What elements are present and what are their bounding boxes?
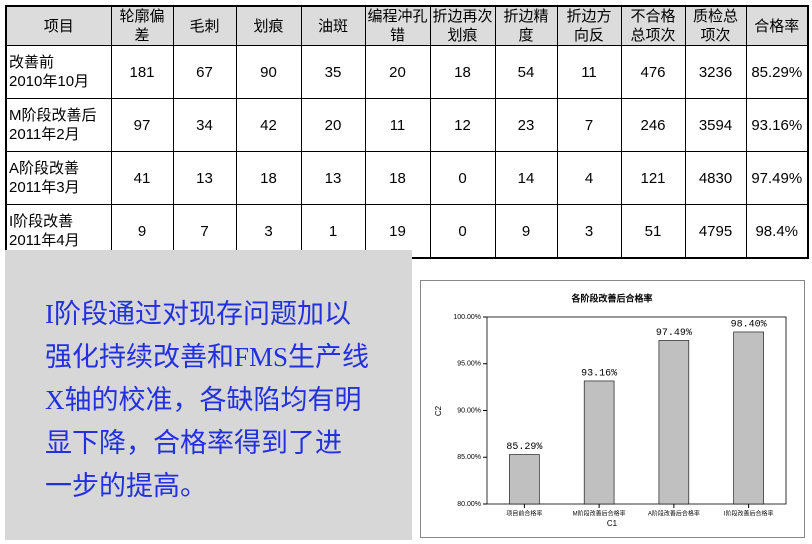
table-cell: 20 <box>364 45 431 99</box>
chart: 各阶段改善后合格率 C1 C2 80.00% 85.00% 90.00% 95.00%… <box>420 280 805 538</box>
table-cell: 7 <box>556 98 622 152</box>
value-label: 93.16% <box>581 369 617 380</box>
table-cell: 11 <box>364 98 431 152</box>
header-cell: 编程冲孔错 <box>364 5 431 46</box>
table-cell: 3236 <box>684 45 747 99</box>
table-cell: 12 <box>429 98 496 152</box>
table-cell: 13 <box>172 151 237 205</box>
value-label: 98.40% <box>731 320 767 331</box>
row-label: A阶段改善 2011年3月 <box>5 151 112 205</box>
table-cell: 9 <box>110 204 174 259</box>
x-tick-label: A阶段改善后合格率 <box>648 510 700 518</box>
table-cell: 85.29% <box>745 45 809 99</box>
table-cell: 246 <box>620 98 686 152</box>
table-cell: 14 <box>494 151 558 205</box>
y-tick-label: 80.00% <box>457 501 481 508</box>
table-cell: 9 <box>494 204 558 259</box>
y-tick-label: 95.00% <box>457 361 481 368</box>
bar <box>509 454 540 505</box>
table-cell: 35 <box>300 45 366 99</box>
summary-line: 强化持续改善和FMS生产线 <box>45 342 370 372</box>
table-cell: 1 <box>300 204 366 259</box>
table-cell: 4795 <box>684 204 747 259</box>
table-cell: 42 <box>235 98 302 152</box>
table-cell: 98.4% <box>745 204 809 259</box>
table-cell: 20 <box>300 98 366 152</box>
summary-line: 显下降，合格率得到了进 <box>45 428 342 458</box>
table-row: M阶段改善后 2011年2月 97 34 42 20 11 12 23 7 246 3594 93.1… <box>5 98 809 152</box>
table-cell: 181 <box>110 45 174 99</box>
table-cell: 41 <box>110 151 174 205</box>
header-cell: 不合格总项次 <box>620 5 686 46</box>
table-cell: 19 <box>364 204 431 259</box>
header-cell: 折边精度 <box>494 5 558 46</box>
row-label: 改善前 2010年10月 <box>5 45 112 99</box>
y-tick-label: 90.00% <box>457 407 481 414</box>
table-cell: 3 <box>556 204 622 259</box>
bar <box>583 380 615 505</box>
summary-line: I阶段通过对现存问题加以 <box>45 299 351 329</box>
chart-title: 各阶段改善后合格率 <box>570 292 652 303</box>
header-row: 项目 轮廓偏差 毛刺 划痕 油斑 编程冲孔错 折边再次划痕 折边精度 折边方向反 不合格总项次 质检… <box>5 5 809 46</box>
table-cell: 18 <box>429 45 496 99</box>
table-cell: 90 <box>235 45 302 99</box>
table-cell: 4 <box>556 151 622 205</box>
header-cell: 项目 <box>5 5 112 46</box>
table-body: 改善前 2010年10月 181 67 90 35 20 18 54 11 476 3236 85.2… <box>5 45 809 259</box>
bar <box>733 331 764 505</box>
header-cell: 折边再次划痕 <box>429 5 496 46</box>
x-tick-label: M阶段改善后合格率 <box>573 510 626 518</box>
table-cell: 97 <box>110 98 174 152</box>
row-label: M阶段改善后 2011年2月 <box>5 98 112 152</box>
table-cell: 0 <box>429 204 496 259</box>
table-cell: 476 <box>620 45 686 99</box>
table-cell: 54 <box>494 45 558 99</box>
table-cell: 67 <box>172 45 237 99</box>
table-cell: 93.16% <box>745 98 809 152</box>
table-cell: 13 <box>300 151 366 205</box>
table-row: A阶段改善 2011年3月 41 13 18 13 18 0 14 4 121 4830 97.49% <box>5 151 809 205</box>
table-cell: 18 <box>364 151 431 205</box>
header-cell: 合格率 <box>745 5 809 46</box>
table-cell: 23 <box>494 98 558 152</box>
table-cell: 121 <box>620 151 686 205</box>
table-cell: 18 <box>235 151 302 205</box>
x-axis-label: C1 <box>607 519 618 528</box>
y-axis-label: C2 <box>434 405 443 416</box>
header-cell: 划痕 <box>235 5 302 46</box>
table-cell: 4830 <box>684 151 747 205</box>
table-row: 改善前 2010年10月 181 67 90 35 20 18 54 11 476 3236 85.2… <box>5 45 809 99</box>
y-tick-label: 100.00% <box>453 314 481 321</box>
header-cell: 毛刺 <box>172 5 237 46</box>
value-label: 85.29% <box>506 442 542 453</box>
x-tick-label: I阶段改善后合格率 <box>724 510 774 518</box>
table-cell: 3594 <box>684 98 747 152</box>
summary-panel: I阶段通过对现存问题加以 强化持续改善和FMS生产线 X轴的校准，各缺陷均有明 显下降… <box>5 250 412 540</box>
x-tick-label: 项目前合格率 <box>506 510 542 518</box>
table-cell: 0 <box>429 151 496 205</box>
header-cell: 油斑 <box>300 5 366 46</box>
header-cell: 折边方向反 <box>556 5 622 46</box>
table-cell: 34 <box>172 98 237 152</box>
y-tick-label: 85.00% <box>457 454 481 461</box>
summary-line: X轴的校准，各缺陷均有明 <box>45 385 362 415</box>
header-cell: 轮廓偏差 <box>110 5 174 46</box>
value-label: 97.49% <box>656 328 692 339</box>
header-cell: 质检总项次 <box>684 5 747 46</box>
table-cell: 97.49% <box>745 151 809 205</box>
table-cell: 51 <box>620 204 686 259</box>
table-row: I阶段改善 2011年4月 9 7 3 1 19 0 9 3 51 4795 98.4% <box>5 204 809 259</box>
table-cell: 11 <box>556 45 622 99</box>
row-label: I阶段改善 2011年4月 <box>5 204 112 259</box>
bar <box>658 340 690 505</box>
quality-table: 项目 轮廓偏差 毛刺 划痕 油斑 编程冲孔错 折边再次划痕 折边精度 折边方向反 不合格总项次 质检… <box>5 5 809 259</box>
summary-line: 一步的提高。 <box>45 471 207 501</box>
